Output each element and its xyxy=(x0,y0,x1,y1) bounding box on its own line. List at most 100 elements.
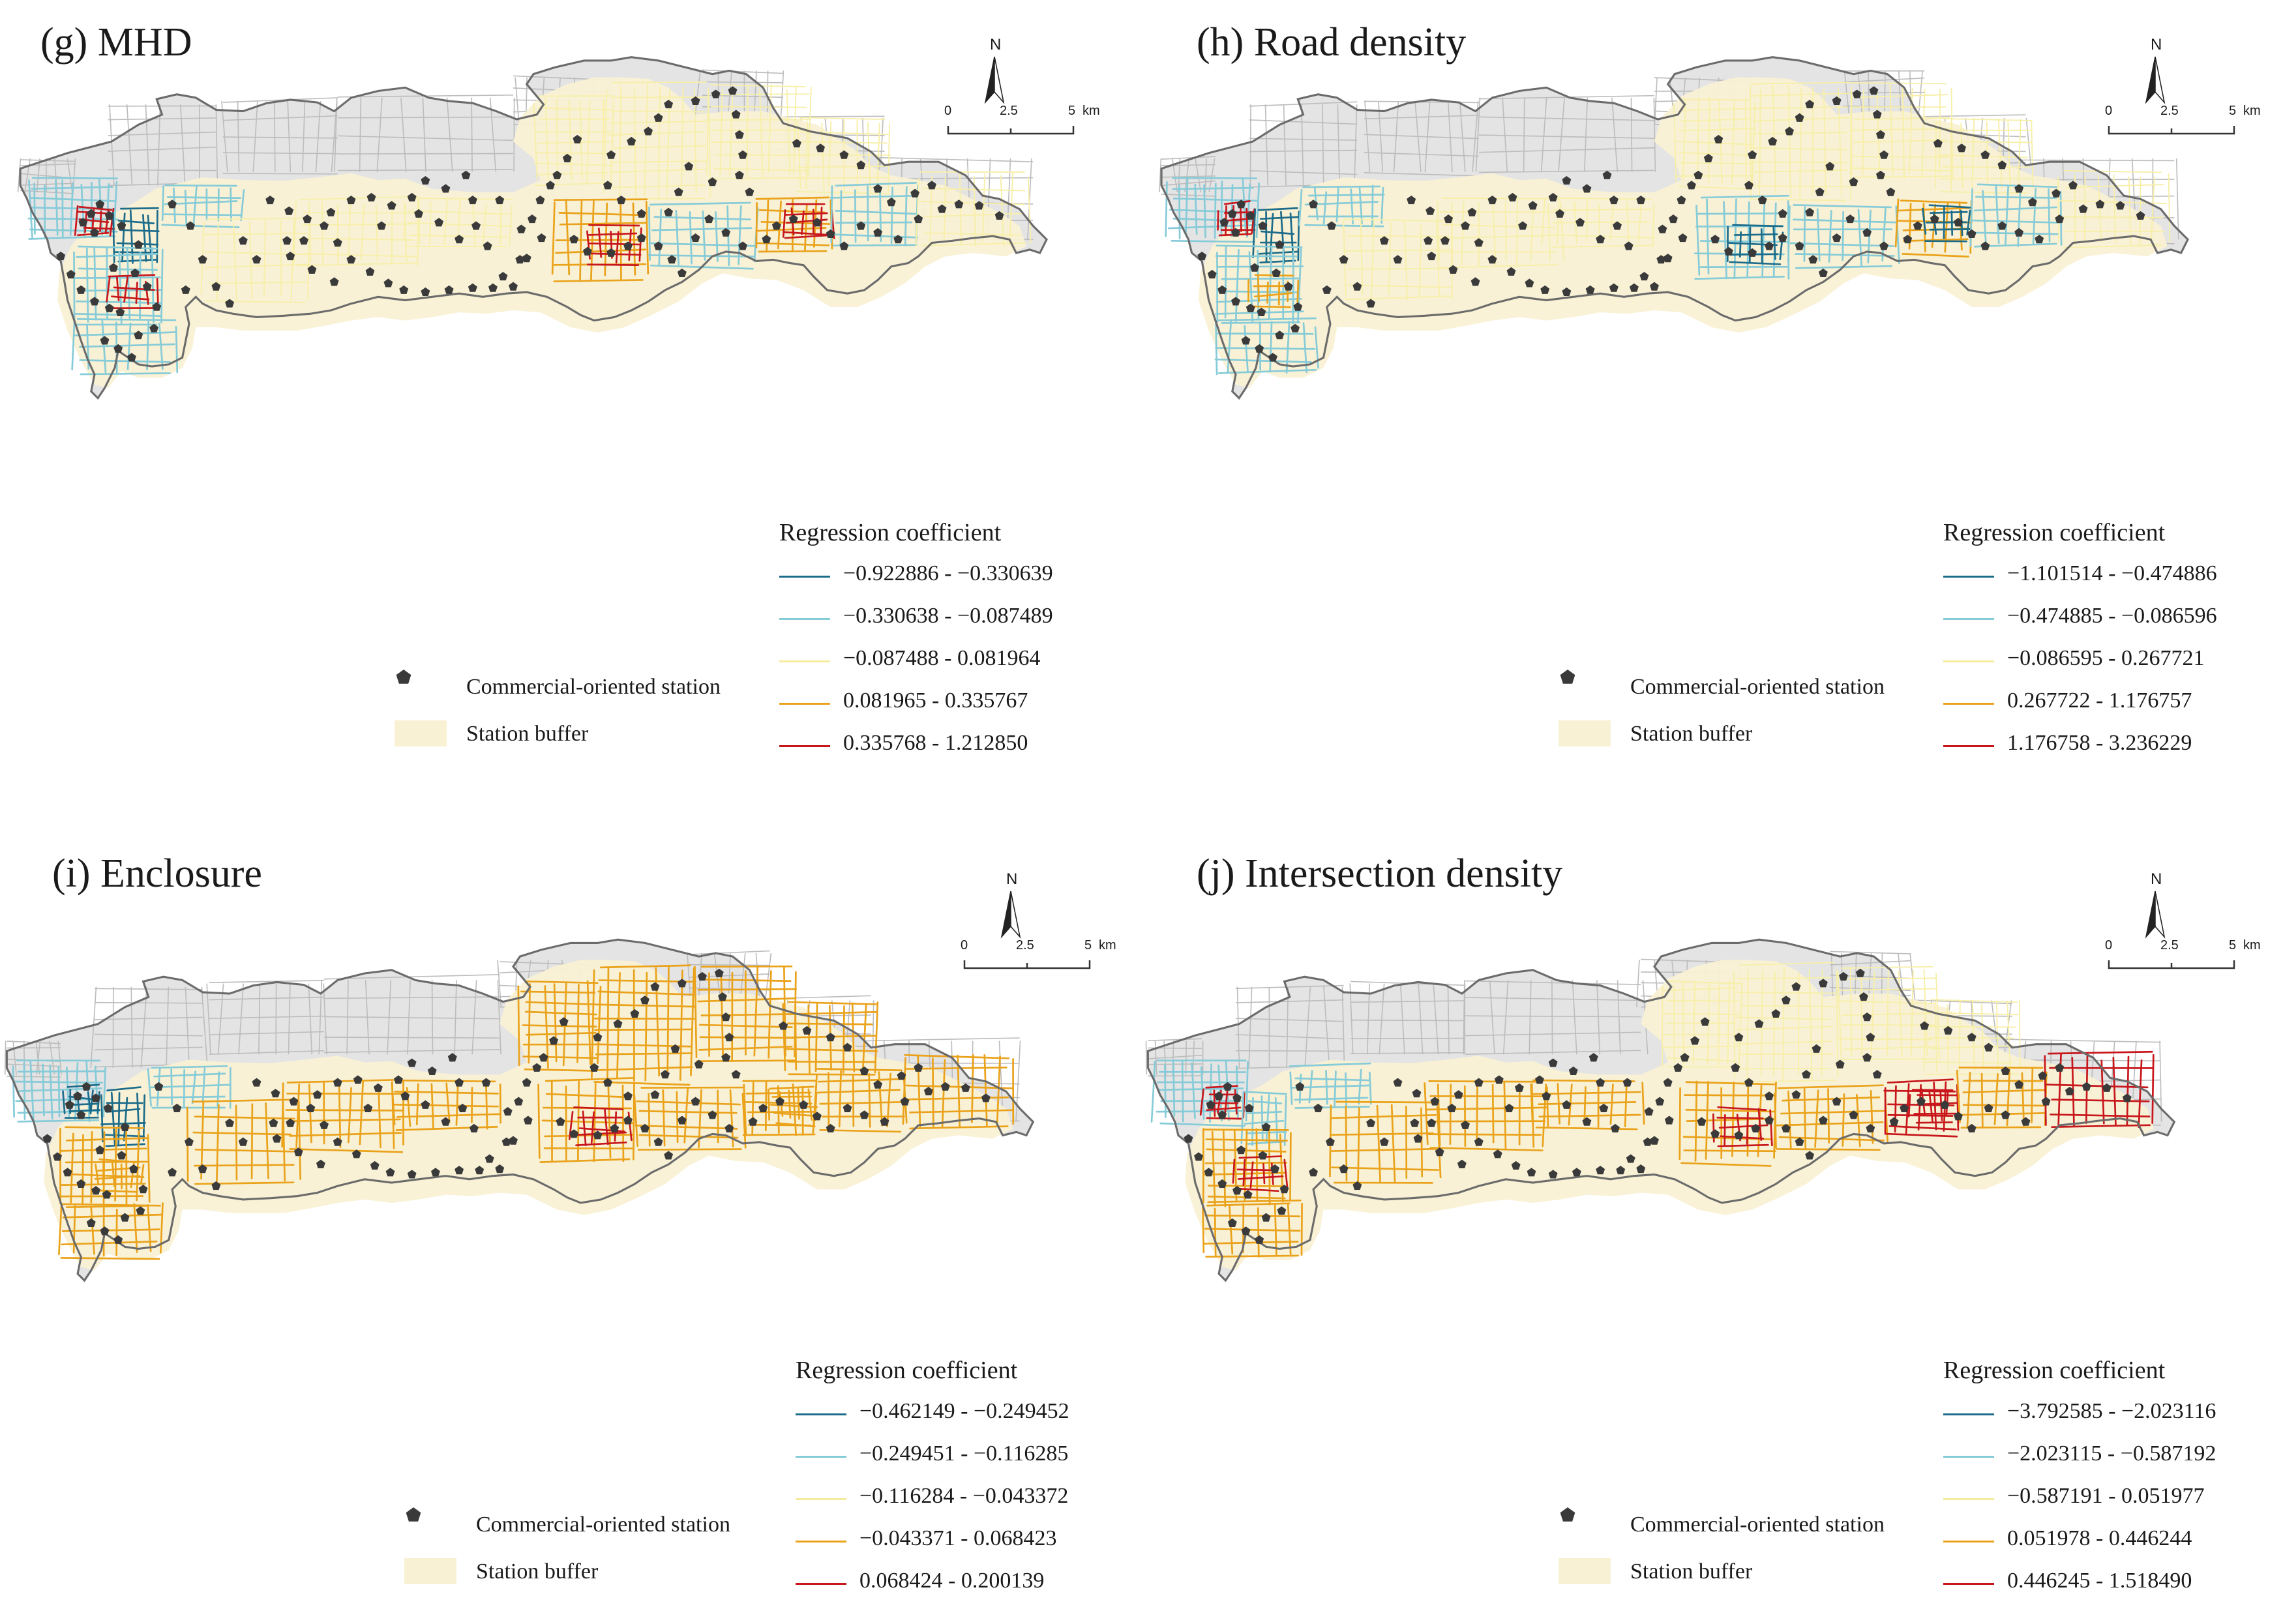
station-marker xyxy=(738,150,747,159)
station-marker xyxy=(1609,283,1619,292)
station-marker xyxy=(900,1097,910,1106)
station-marker xyxy=(1407,196,1416,205)
station-marker xyxy=(1832,1097,1842,1106)
station-marker xyxy=(802,1026,812,1035)
station-marker xyxy=(1379,236,1389,245)
station-marker xyxy=(1663,254,1673,263)
station-marker xyxy=(1781,996,1791,1005)
legend-class-3: −0.587191 - 0.051977 xyxy=(1943,1479,2205,1521)
station-marker xyxy=(826,1033,835,1042)
station-marker xyxy=(1889,1117,1899,1126)
station-marker xyxy=(488,283,498,292)
station-marker xyxy=(211,282,221,291)
station-marker xyxy=(616,196,626,205)
legend-title: Regression coefficient xyxy=(796,1357,1018,1384)
station-marker xyxy=(1734,1130,1744,1140)
station-buffer-area xyxy=(1199,77,2168,389)
station-marker xyxy=(606,248,616,257)
station-marker xyxy=(1227,1218,1237,1228)
station-marker xyxy=(910,188,920,198)
station-marker xyxy=(691,233,700,243)
station-marker xyxy=(1474,238,1484,247)
station-marker xyxy=(914,214,923,224)
station-marker xyxy=(1562,287,1572,296)
scale-unit: km xyxy=(1099,938,1116,952)
station-marker xyxy=(1669,214,1678,224)
station-marker xyxy=(522,1078,531,1087)
station-marker xyxy=(1650,1136,1659,1145)
legend-class-1: −0.462149 - −0.249452 xyxy=(796,1394,1069,1436)
station-marker xyxy=(937,204,947,213)
station-marker xyxy=(91,1186,100,1195)
station-marker xyxy=(1217,1110,1227,1119)
station-marker xyxy=(1785,126,1795,136)
legend: Regression coefficient −0.462149 - −0.24… xyxy=(796,1356,1069,1606)
station-marker xyxy=(893,235,903,244)
legend-swatch xyxy=(796,1498,846,1500)
station-marker xyxy=(677,268,687,277)
station-marker xyxy=(728,86,738,95)
station-marker xyxy=(1562,175,1572,185)
station-marker xyxy=(1435,1147,1444,1157)
station-marker xyxy=(1940,1100,1950,1109)
station-marker xyxy=(839,150,849,159)
station-marker xyxy=(168,199,177,209)
station-marker xyxy=(211,1181,221,1190)
station-marker xyxy=(100,336,110,345)
station-marker xyxy=(1217,285,1227,294)
station-marker xyxy=(1680,1053,1690,1062)
station-marker xyxy=(1805,99,1815,109)
station-marker xyxy=(1214,1091,1224,1100)
station-marker xyxy=(1703,153,1713,162)
station-marker xyxy=(1461,221,1470,230)
north-arrow-scalebar: N 0 2.5 5 km xyxy=(2100,36,2261,160)
station-marker xyxy=(104,303,114,312)
station-marker xyxy=(731,1070,741,1079)
station-marker xyxy=(387,201,396,210)
station-marker xyxy=(1731,1063,1740,1072)
legend-swatch xyxy=(779,576,830,578)
station-marker xyxy=(421,1100,430,1109)
map-panel-mhd: (g) MHD N 0 2.5 5 km Regression coeffici… xyxy=(0,0,1141,812)
station-marker xyxy=(589,1063,599,1072)
station-marker xyxy=(1448,265,1458,274)
station-marker xyxy=(306,1103,316,1112)
city-boundary xyxy=(19,56,1048,400)
station-marker xyxy=(1636,196,1646,205)
station-marker xyxy=(1327,221,1336,230)
station-marker xyxy=(1845,214,1855,224)
legend-swatch xyxy=(1943,1456,1994,1458)
legend-swatch xyxy=(1943,1541,1994,1543)
station-marker xyxy=(640,996,649,1005)
legend-label: −2.023115 - −0.587192 xyxy=(2007,1441,2216,1466)
legend-class-4: −0.043371 - 0.068423 xyxy=(796,1521,1057,1563)
station-marker xyxy=(333,1137,342,1146)
station-marker xyxy=(1393,1078,1403,1087)
station-marker xyxy=(1599,1103,1609,1112)
station-marker xyxy=(1261,1213,1271,1222)
legend-swatch xyxy=(796,1413,846,1415)
station-marker xyxy=(1514,1083,1524,1092)
station-marker xyxy=(516,224,526,233)
station-marker xyxy=(2014,1080,2024,1089)
station-marker xyxy=(66,269,76,279)
station-marker xyxy=(414,209,423,218)
station-marker xyxy=(1954,218,1963,227)
station-marker xyxy=(1548,1058,1558,1067)
station-marker xyxy=(1825,162,1835,171)
station-marker xyxy=(1610,1123,1620,1133)
station-marker xyxy=(1487,196,1497,205)
legend-class-2: −0.249451 - −0.116285 xyxy=(796,1436,1068,1479)
station-marker xyxy=(762,235,771,244)
legend-swatch xyxy=(779,745,830,747)
station-marker xyxy=(1250,263,1259,272)
station-marker xyxy=(1613,221,1622,230)
station-marker xyxy=(734,130,744,139)
legend-class-3: −0.116284 - −0.043372 xyxy=(796,1479,1068,1521)
station-marker xyxy=(407,1058,417,1067)
legend-label: −1.101514 - −0.474886 xyxy=(2007,561,2217,585)
station-marker xyxy=(1470,277,1480,286)
station-marker xyxy=(503,1107,513,1116)
station-marker xyxy=(469,1123,479,1133)
regression-road-network xyxy=(12,964,1015,1260)
